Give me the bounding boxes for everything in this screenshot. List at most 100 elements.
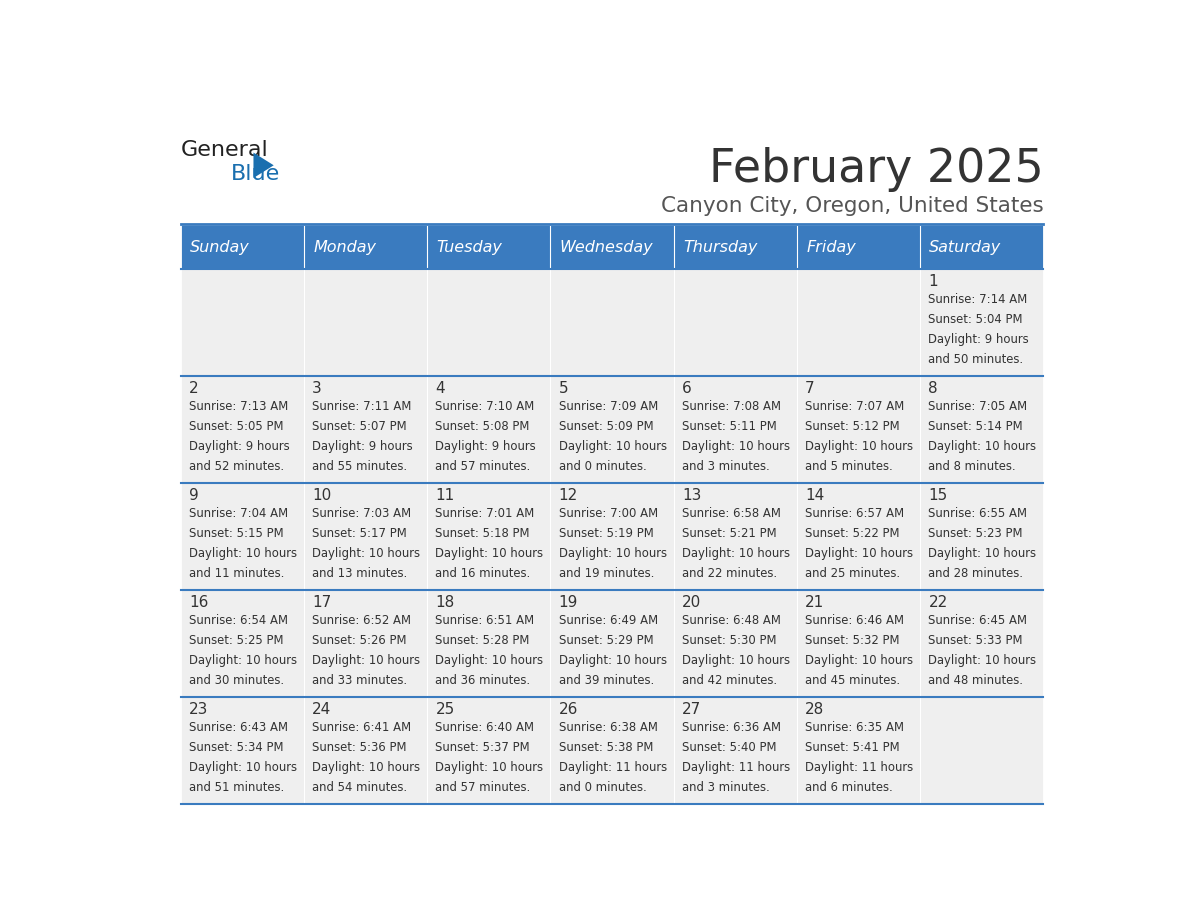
Text: Sunrise: 6:49 AM: Sunrise: 6:49 AM [558,613,658,627]
Text: 16: 16 [189,595,208,610]
Text: Sunset: 5:17 PM: Sunset: 5:17 PM [312,527,407,540]
Bar [921,226,1043,269]
Text: 21: 21 [805,595,824,610]
Text: Thursday: Thursday [683,240,757,255]
Text: Blue: Blue [232,164,280,184]
Text: Daylight: 10 hours: Daylight: 10 hours [312,547,421,560]
Bar [304,269,428,376]
Bar [797,590,921,698]
Text: Canyon City, Oregon, United States: Canyon City, Oregon, United States [661,196,1043,217]
Text: Daylight: 9 hours: Daylight: 9 hours [189,440,290,453]
Text: and 50 minutes.: and 50 minutes. [929,353,1024,366]
Text: and 6 minutes.: and 6 minutes. [805,781,893,794]
Bar [428,483,550,590]
Text: Sunrise: 7:07 AM: Sunrise: 7:07 AM [805,399,904,412]
Text: Daylight: 10 hours: Daylight: 10 hours [189,654,297,666]
Text: Sunset: 5:22 PM: Sunset: 5:22 PM [805,527,899,540]
Text: Sunrise: 7:00 AM: Sunrise: 7:00 AM [558,507,658,520]
Bar [181,269,304,376]
Text: Sunset: 5:19 PM: Sunset: 5:19 PM [558,527,653,540]
Text: Daylight: 10 hours: Daylight: 10 hours [929,654,1036,666]
Text: Daylight: 9 hours: Daylight: 9 hours [436,440,536,453]
Bar [304,226,428,269]
Text: and 3 minutes.: and 3 minutes. [682,460,770,473]
Bar [797,226,921,269]
Bar [674,226,797,269]
Bar [921,269,1043,376]
Text: Sunset: 5:25 PM: Sunset: 5:25 PM [189,633,284,646]
Text: Sunrise: 6:57 AM: Sunrise: 6:57 AM [805,507,904,520]
Text: and 57 minutes.: and 57 minutes. [436,781,531,794]
Text: Sunset: 5:18 PM: Sunset: 5:18 PM [436,527,530,540]
Bar [181,698,304,804]
Text: Daylight: 10 hours: Daylight: 10 hours [189,547,297,560]
Text: Sunset: 5:38 PM: Sunset: 5:38 PM [558,741,653,754]
Text: Daylight: 9 hours: Daylight: 9 hours [929,332,1029,346]
Text: Daylight: 10 hours: Daylight: 10 hours [436,547,543,560]
Text: Sunrise: 7:14 AM: Sunrise: 7:14 AM [929,293,1028,306]
Text: 10: 10 [312,488,331,503]
Bar [428,698,550,804]
Text: 27: 27 [682,702,701,717]
Text: and 8 minutes.: and 8 minutes. [929,460,1016,473]
Text: 26: 26 [558,702,579,717]
Text: Sunrise: 7:10 AM: Sunrise: 7:10 AM [436,399,535,412]
Text: Sunset: 5:41 PM: Sunset: 5:41 PM [805,741,899,754]
Text: Daylight: 10 hours: Daylight: 10 hours [312,654,421,666]
Text: Sunset: 5:09 PM: Sunset: 5:09 PM [558,420,653,432]
Bar [550,698,674,804]
Text: and 0 minutes.: and 0 minutes. [558,460,646,473]
Text: Daylight: 10 hours: Daylight: 10 hours [805,547,914,560]
Text: Tuesday: Tuesday [436,240,503,255]
Text: 14: 14 [805,488,824,503]
Text: and 39 minutes.: and 39 minutes. [558,674,653,687]
Text: Wednesday: Wednesday [560,240,653,255]
Text: and 30 minutes.: and 30 minutes. [189,674,284,687]
Text: Daylight: 10 hours: Daylight: 10 hours [312,761,421,774]
Text: 17: 17 [312,595,331,610]
Text: 22: 22 [929,595,948,610]
Bar [304,376,428,483]
Text: 25: 25 [436,702,455,717]
Text: Sunrise: 7:05 AM: Sunrise: 7:05 AM [929,399,1028,412]
Bar [921,376,1043,483]
Bar [674,483,797,590]
Bar [550,376,674,483]
Text: Sunrise: 6:36 AM: Sunrise: 6:36 AM [682,721,781,733]
Text: and 5 minutes.: and 5 minutes. [805,460,893,473]
Text: and 57 minutes.: and 57 minutes. [436,460,531,473]
Text: Sunrise: 7:03 AM: Sunrise: 7:03 AM [312,507,411,520]
Text: and 28 minutes.: and 28 minutes. [929,567,1024,580]
Bar [921,590,1043,698]
Bar [674,269,797,376]
Text: Sunrise: 6:46 AM: Sunrise: 6:46 AM [805,613,904,627]
Bar [181,376,304,483]
Text: Sunday: Sunday [190,240,249,255]
Text: Daylight: 10 hours: Daylight: 10 hours [682,654,790,666]
Text: 24: 24 [312,702,331,717]
Text: Daylight: 10 hours: Daylight: 10 hours [929,547,1036,560]
Text: and 55 minutes.: and 55 minutes. [312,460,407,473]
Text: Sunrise: 7:13 AM: Sunrise: 7:13 AM [189,399,289,412]
Text: and 22 minutes.: and 22 minutes. [682,567,777,580]
Text: 2: 2 [189,381,198,397]
Text: Daylight: 11 hours: Daylight: 11 hours [682,761,790,774]
Text: 8: 8 [929,381,939,397]
Text: Daylight: 9 hours: Daylight: 9 hours [312,440,413,453]
Text: and 51 minutes.: and 51 minutes. [189,781,284,794]
Text: Daylight: 10 hours: Daylight: 10 hours [805,654,914,666]
Bar [428,226,550,269]
Text: 5: 5 [558,381,568,397]
Text: Daylight: 10 hours: Daylight: 10 hours [558,440,666,453]
Text: and 25 minutes.: and 25 minutes. [805,567,901,580]
Text: Sunset: 5:32 PM: Sunset: 5:32 PM [805,633,899,646]
Text: Sunset: 5:04 PM: Sunset: 5:04 PM [929,313,1023,326]
Text: Daylight: 10 hours: Daylight: 10 hours [189,761,297,774]
Text: Daylight: 10 hours: Daylight: 10 hours [682,440,790,453]
Text: Sunset: 5:21 PM: Sunset: 5:21 PM [682,527,777,540]
Text: Sunset: 5:26 PM: Sunset: 5:26 PM [312,633,406,646]
Text: and 0 minutes.: and 0 minutes. [558,781,646,794]
Text: Sunset: 5:05 PM: Sunset: 5:05 PM [189,420,284,432]
Text: Sunset: 5:37 PM: Sunset: 5:37 PM [436,741,530,754]
Text: Sunset: 5:36 PM: Sunset: 5:36 PM [312,741,406,754]
